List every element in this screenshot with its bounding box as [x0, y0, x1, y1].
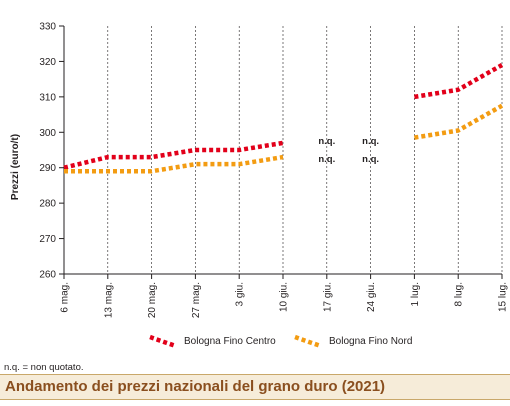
title-bar: Andamento dei prezzi nazionali del grano…	[0, 374, 510, 400]
legend-swatch	[149, 334, 177, 349]
x-tick-label: 20 mag.	[147, 282, 158, 318]
x-tick-label: 6 mag.	[60, 282, 71, 313]
series-line-bologna-fino-nord	[64, 154, 284, 174]
x-tick-label: 24 giu.	[366, 282, 377, 312]
x-tick-label: 3 giu.	[235, 282, 246, 306]
price-chart: 260 270 280 290 300 310 320 330 6 mag. 13 mag. 20…	[10, 22, 509, 349]
series-line-bologna-fino-centro	[63, 140, 284, 170]
y-tick-label: 320	[39, 57, 56, 68]
x-tick-label: 13 mag.	[103, 282, 114, 318]
legend-swatch	[294, 334, 322, 349]
series-line-bologna-fino-centro	[414, 63, 504, 100]
legend-label: Bologna Fino Centro	[184, 336, 276, 347]
nq-annotations: n.q. n.q. n.q. n.q.	[318, 136, 379, 165]
x-tick-label: 8 lug.	[454, 282, 465, 306]
x-tick-label: 1 lug.	[410, 282, 421, 306]
nq-label: n.q.	[318, 154, 335, 165]
nq-label: n.q.	[318, 136, 335, 147]
y-tick-label: 260	[39, 270, 56, 281]
y-tick-label: 310	[39, 92, 56, 103]
series-lines	[63, 63, 504, 174]
x-tick-labels: 6 mag. 13 mag. 20 mag. 27 mag. 3 giu. 10 giu.…	[60, 274, 509, 318]
y-tick-label: 330	[39, 22, 56, 33]
y-axis-label: Prezzi (euro/t)	[10, 134, 21, 200]
y-tick-label: 270	[39, 234, 56, 245]
x-tick-label: 15 lug.	[498, 282, 509, 312]
y-tick-label: 300	[39, 128, 56, 139]
y-tick-label: 290	[39, 163, 56, 174]
series-line-bologna-fino-nord	[414, 103, 504, 140]
chart-title: Andamento dei prezzi nazionali del grano…	[5, 378, 386, 395]
footnote: n.q. = non quotato.	[4, 362, 84, 373]
y-tick-label: 280	[39, 199, 56, 210]
y-tick-labels: 260 270 280 290 300 310 320 330	[39, 22, 64, 281]
x-tick-label: 17 giu.	[322, 282, 333, 312]
x-tick-label: 27 mag.	[191, 282, 202, 318]
legend: Bologna Fino Centro Bologna Fino Nord	[149, 334, 412, 349]
legend-label: Bologna Fino Nord	[329, 336, 412, 347]
nq-label: n.q.	[362, 136, 379, 147]
grid-lines	[107, 26, 503, 274]
nq-label: n.q.	[362, 154, 379, 165]
x-tick-label: 10 giu.	[279, 282, 290, 312]
